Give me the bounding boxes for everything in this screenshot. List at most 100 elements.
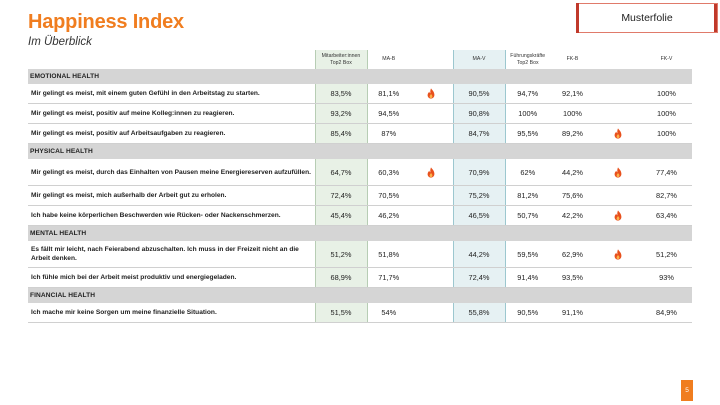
value-cell: 84,9%: [641, 303, 692, 323]
value-cell: 45,4%: [314, 205, 368, 226]
value-cell: 75,6%: [550, 185, 595, 206]
question-cell: Ich habe keine körperlichen Beschwerden …: [28, 205, 315, 226]
flame-cell: [410, 159, 453, 186]
value-cell: 82,7%: [641, 185, 692, 206]
column-header: [595, 50, 641, 69]
value-cell: 62,9%: [550, 241, 595, 268]
column-header: [410, 50, 453, 69]
value-cell: 94,7%: [505, 84, 550, 104]
value-cell: 51,2%: [314, 241, 368, 268]
value-cell: 92,1%: [550, 84, 595, 104]
flame-cell: [595, 241, 641, 268]
table-row: Mir gelingt es meist, mit einem guten Ge…: [28, 84, 692, 104]
value-cell: 51,5%: [314, 303, 368, 323]
column-header: FK-B: [566, 56, 579, 63]
flame-icon: [614, 210, 622, 221]
value-cell: 100%: [550, 103, 595, 124]
flame-cell: [410, 84, 453, 104]
flame-icon: [614, 248, 622, 260]
value-cell: [595, 185, 641, 206]
value-cell: 77,4%: [641, 159, 692, 186]
table-row: Es fällt mir leicht, nach Feierabend abz…: [28, 241, 692, 268]
value-cell: 100%: [641, 123, 692, 144]
section-header-row: PHYSICAL HEALTH: [28, 143, 692, 159]
happiness-table: Mitarbeiter:innen Top2 Box MA-B MA-V Führun…: [28, 50, 692, 323]
value-cell: 83,5%: [314, 84, 368, 104]
value-cell: 51,2%: [641, 241, 692, 268]
value-cell: 42,2%: [550, 205, 595, 226]
value-cell: [410, 123, 453, 144]
value-cell: 70,5%: [367, 185, 410, 206]
section-title: EMOTIONAL HEALTH: [28, 69, 692, 84]
value-cell: 46,5%: [452, 205, 506, 226]
section-header-row: MENTAL HEALTH: [28, 225, 692, 241]
value-cell: [410, 241, 453, 268]
question-cell: Es fällt mir leicht, nach Feierabend abz…: [28, 241, 315, 268]
question-cell: Ich fühle mich bei der Arbeit meist prod…: [28, 267, 315, 288]
section-title: FINANCIAL HEALTH: [28, 287, 692, 303]
flame-cell: [595, 159, 641, 186]
flame-icon: [614, 128, 622, 139]
column-header: MA-V: [452, 50, 506, 69]
column-header: FK-V: [660, 56, 673, 63]
flame-cell: [595, 123, 641, 144]
value-cell: [595, 103, 641, 124]
badge-label: Musterfolie: [621, 12, 673, 24]
question-cell: Mir gelingt es meist, durch das Einhalte…: [28, 159, 315, 186]
value-cell: [595, 267, 641, 288]
section-header-row: FINANCIAL HEALTH: [28, 287, 692, 303]
value-cell: 44,2%: [452, 241, 506, 268]
header-question-cell: [28, 50, 315, 69]
value-cell: [410, 205, 453, 226]
question-cell: Ich mache mir keine Sorgen um meine fina…: [28, 303, 315, 323]
value-cell: 91,4%: [505, 267, 550, 288]
value-cell: 100%: [641, 103, 692, 124]
page-title: Happiness Index: [28, 11, 184, 33]
column-header: Führungskräfte Top2 Box: [510, 53, 546, 66]
section-header-row: EMOTIONAL HEALTH: [28, 69, 692, 84]
value-cell: 90,5%: [505, 303, 550, 323]
value-cell: 46,2%: [367, 205, 410, 226]
value-cell: 100%: [505, 103, 550, 124]
value-cell: 84,7%: [452, 123, 506, 144]
question-cell: Mir gelingt es meist, positiv auf Arbeit…: [28, 123, 315, 144]
value-cell: 89,2%: [550, 123, 595, 144]
value-cell: 90,8%: [452, 103, 506, 124]
value-cell: [595, 303, 641, 323]
value-cell: 91,1%: [550, 303, 595, 323]
flame-cell: [595, 205, 641, 226]
value-cell: 95,5%: [505, 123, 550, 144]
value-cell: 81,1%: [367, 84, 410, 104]
value-cell: 75,2%: [452, 185, 506, 206]
page-subtitle: Im Überblick: [28, 36, 92, 48]
sample-slide-badge: Musterfolie: [576, 3, 718, 33]
value-cell: [410, 103, 453, 124]
value-cell: 81,2%: [505, 185, 550, 206]
table-row: Ich mache mir keine Sorgen um meine fina…: [28, 303, 692, 323]
flame-icon: [427, 88, 435, 99]
value-cell: 70,9%: [452, 159, 506, 186]
table-row: Ich fühle mich bei der Arbeit meist prod…: [28, 267, 692, 288]
flame-icon: [614, 166, 622, 178]
value-cell: 100%: [641, 84, 692, 104]
flame-icon: [427, 166, 435, 178]
value-cell: 72,4%: [452, 267, 506, 288]
value-cell: 64,7%: [314, 159, 368, 186]
section-title: MENTAL HEALTH: [28, 225, 692, 241]
value-cell: 60,3%: [367, 159, 410, 186]
header-row: Mitarbeiter:innen Top2 Box MA-B MA-V Führun…: [28, 50, 692, 69]
value-cell: 93,5%: [550, 267, 595, 288]
page-number: 5: [681, 380, 693, 401]
value-cell: 90,5%: [452, 84, 506, 104]
value-cell: 59,5%: [505, 241, 550, 268]
value-cell: 87%: [367, 123, 410, 144]
question-cell: Mir gelingt es meist, positiv auf meine …: [28, 103, 315, 124]
value-cell: [410, 185, 453, 206]
value-cell: 51,8%: [367, 241, 410, 268]
value-cell: [595, 84, 641, 104]
table-row: Mir gelingt es meist, durch das Einhalte…: [28, 159, 692, 186]
value-cell: 63,4%: [641, 205, 692, 226]
value-cell: 55,8%: [452, 303, 506, 323]
question-cell: Mir gelingt es meist, mich außerhalb der…: [28, 185, 315, 206]
value-cell: 93,2%: [314, 103, 368, 124]
